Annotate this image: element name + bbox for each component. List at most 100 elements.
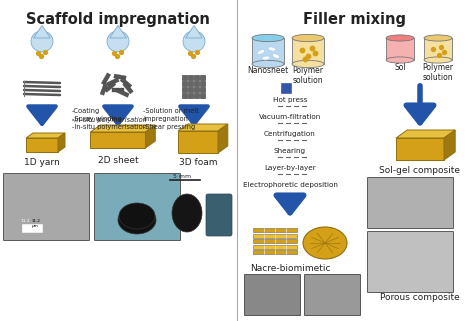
Bar: [253, 245, 297, 248]
Bar: [188, 87, 193, 92]
Bar: [194, 81, 199, 86]
Ellipse shape: [107, 31, 129, 52]
Text: Sol: Sol: [394, 63, 406, 72]
Polygon shape: [178, 131, 218, 153]
Bar: [424, 38, 452, 60]
Bar: [194, 87, 199, 92]
Bar: [386, 38, 414, 60]
FancyBboxPatch shape: [245, 274, 301, 316]
FancyBboxPatch shape: [304, 274, 361, 316]
Ellipse shape: [118, 206, 156, 234]
Bar: [107, 78, 119, 86]
Bar: [253, 250, 297, 254]
Ellipse shape: [252, 34, 284, 42]
Bar: [114, 74, 126, 80]
Bar: [292, 38, 324, 64]
Bar: [104, 82, 116, 92]
Polygon shape: [91, 125, 155, 132]
Ellipse shape: [424, 57, 452, 63]
Ellipse shape: [292, 34, 324, 42]
Text: Porous composite: Porous composite: [380, 293, 460, 302]
Text: 2D sheet: 2D sheet: [98, 156, 138, 165]
Text: 3D foam: 3D foam: [179, 158, 217, 167]
Ellipse shape: [257, 50, 265, 54]
Bar: [182, 87, 187, 92]
Polygon shape: [396, 130, 455, 138]
Ellipse shape: [252, 60, 284, 68]
Bar: [100, 83, 108, 95]
Point: [186, 50, 194, 56]
Text: Scaffold impregnation: Scaffold impregnation: [26, 12, 210, 27]
Ellipse shape: [119, 203, 155, 229]
FancyBboxPatch shape: [367, 178, 454, 229]
Polygon shape: [109, 25, 127, 38]
Text: 11.2
μm: 11.2 μm: [20, 219, 30, 228]
Text: Nanosheet: Nanosheet: [247, 66, 289, 75]
Bar: [182, 81, 187, 86]
Polygon shape: [178, 124, 228, 131]
Polygon shape: [58, 133, 65, 152]
Bar: [253, 233, 297, 238]
Bar: [117, 89, 129, 97]
Point: [440, 49, 448, 55]
Polygon shape: [26, 133, 65, 138]
Polygon shape: [444, 130, 455, 160]
Polygon shape: [26, 138, 58, 152]
Point: [110, 50, 118, 56]
Point: [113, 53, 121, 58]
Point: [304, 53, 312, 58]
FancyBboxPatch shape: [367, 231, 454, 292]
Text: Polymer
solution: Polymer solution: [422, 63, 454, 82]
Polygon shape: [91, 132, 146, 148]
Polygon shape: [396, 138, 444, 160]
Bar: [182, 93, 187, 98]
Bar: [253, 228, 297, 232]
Ellipse shape: [292, 60, 324, 68]
Ellipse shape: [262, 56, 270, 60]
Point: [298, 48, 306, 53]
Bar: [22, 224, 42, 232]
Point: [437, 44, 445, 49]
Polygon shape: [186, 25, 202, 38]
Bar: [200, 75, 205, 80]
Bar: [188, 75, 193, 80]
Text: Nacre-biomimetic: Nacre-biomimetic: [250, 264, 330, 273]
Text: Electrophoretic deposition: Electrophoretic deposition: [243, 182, 337, 188]
Text: Layer-by-layer: Layer-by-layer: [264, 165, 316, 171]
Bar: [188, 81, 193, 86]
Point: [189, 53, 197, 58]
Bar: [182, 75, 187, 80]
Text: Centrifugation: Centrifugation: [264, 131, 316, 137]
Point: [34, 50, 42, 56]
FancyBboxPatch shape: [206, 194, 232, 236]
Bar: [112, 88, 124, 92]
Point: [435, 52, 443, 57]
Bar: [194, 75, 199, 80]
Point: [311, 50, 319, 56]
Bar: [281, 83, 291, 93]
Text: Filler mixing: Filler mixing: [303, 12, 407, 27]
Text: Shearing: Shearing: [274, 148, 306, 154]
Text: -Coating
-Spray winding
-In-situ polymerisation: -Coating -Spray winding -In-situ polymer…: [72, 108, 147, 130]
FancyBboxPatch shape: [94, 173, 181, 240]
Bar: [200, 81, 205, 86]
Point: [37, 53, 45, 58]
Bar: [253, 239, 297, 243]
Bar: [188, 93, 193, 98]
Text: -​In-situ polymerisation: -​In-situ polymerisation: [72, 117, 147, 123]
Point: [117, 49, 125, 55]
Bar: [200, 87, 205, 92]
Ellipse shape: [303, 227, 347, 259]
Text: Polymer
solution: Polymer solution: [292, 66, 323, 85]
Bar: [194, 93, 199, 98]
Bar: [252, 38, 284, 64]
Text: Sol-gel composite: Sol-gel composite: [380, 166, 461, 175]
Bar: [200, 93, 205, 98]
Bar: [95, 174, 180, 240]
Bar: [101, 73, 111, 85]
Ellipse shape: [272, 54, 280, 58]
Bar: [120, 78, 132, 88]
Ellipse shape: [31, 31, 53, 52]
Polygon shape: [146, 125, 155, 148]
Polygon shape: [218, 124, 228, 153]
